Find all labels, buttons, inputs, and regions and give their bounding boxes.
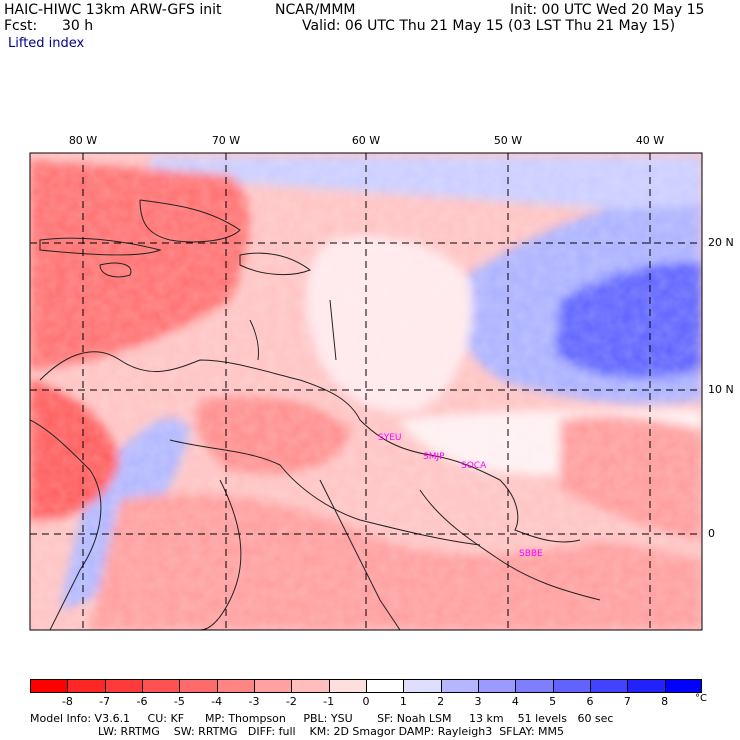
colorbar-swatch	[142, 679, 180, 693]
forecast-label: Fcst:	[4, 18, 38, 34]
graticule	[30, 153, 702, 630]
station-label: SBBE	[519, 549, 543, 559]
colorbar-tick-label: 5	[549, 695, 557, 708]
valid-time: Valid: 06 UTC Thu 21 May 15 (03 LST Thu …	[302, 18, 676, 34]
colorbar-swatch	[440, 679, 478, 693]
colorbar-swatch	[30, 679, 68, 693]
colorbar-swatch	[67, 679, 105, 693]
lon-label: 40 W	[635, 134, 665, 147]
colorbar-tick-label: 0	[362, 695, 370, 708]
lon-label: 60 W	[351, 134, 381, 147]
colorbar-tick-label: 3	[474, 695, 482, 708]
colorbar-swatch	[478, 679, 516, 693]
coastlines	[30, 199, 601, 630]
colorbar-swatch	[291, 679, 329, 693]
colorbar-tick-label: 8	[661, 695, 669, 708]
variable-name: Lifted index	[8, 36, 85, 51]
colorbar-swatch	[216, 679, 254, 693]
station-label: SYEU	[378, 433, 401, 443]
colorbar-tick-label: 4	[511, 695, 519, 708]
colorbar-unit: °C	[695, 693, 707, 704]
colorbar-tick-label: 6	[586, 695, 594, 708]
init-time: Init: 00 UTC Wed 20 May 15	[510, 2, 705, 18]
colorbar-swatch	[179, 679, 217, 693]
lon-label: 70 W	[211, 134, 241, 147]
colorbar-tick-label: -8	[61, 695, 73, 708]
colorbar-swatch	[515, 679, 553, 693]
colorbar-tick-label: -4	[211, 695, 223, 708]
map-frame	[29, 152, 703, 631]
lat-label: 0	[708, 527, 715, 540]
lon-label: 80 W	[68, 134, 98, 147]
colorbar-swatch	[403, 679, 441, 693]
institution: NCAR/MMM	[275, 2, 356, 18]
colorbar-tick-label: 7	[623, 695, 631, 708]
colorbar-tick-label: -5	[173, 695, 185, 708]
lat-label: 10 N	[708, 383, 734, 396]
colorbar-swatch	[627, 679, 665, 693]
colorbar-swatch	[366, 679, 404, 693]
footer-model-info: Model Info: V3.6.1 CU: KF MP: Thompson P…	[30, 712, 614, 725]
colorbar-swatch	[328, 679, 366, 693]
footer-physics-info: LW: RRTMG SW: RRTMG DIFF: full KM: 2D Sm…	[98, 725, 564, 738]
lat-label: 20 N	[708, 236, 734, 249]
colorbar-tick-label: 2	[437, 695, 445, 708]
forecast-hours: 30 h	[62, 18, 94, 34]
colorbar-swatch	[254, 679, 292, 693]
station-label: SOCA	[461, 461, 487, 471]
colorbar-tick-label: -1	[323, 695, 335, 708]
colorbar-tick-label: 1	[399, 695, 407, 708]
colorbar-tick-label: -2	[285, 695, 297, 708]
colorbar-swatch	[664, 679, 702, 693]
colorbar-swatch	[552, 679, 590, 693]
model-title: HAIC-HIWC 13km ARW-GFS init	[4, 2, 222, 18]
lon-label: 50 W	[493, 134, 523, 147]
colorbar-swatch	[590, 679, 628, 693]
colorbar-tick-label: -3	[248, 695, 260, 708]
colorbar-swatch	[104, 679, 142, 693]
station-label: SMJP	[423, 452, 445, 462]
colorbar-tick-label: -7	[99, 695, 111, 708]
colorbar-tick-label: -6	[136, 695, 148, 708]
